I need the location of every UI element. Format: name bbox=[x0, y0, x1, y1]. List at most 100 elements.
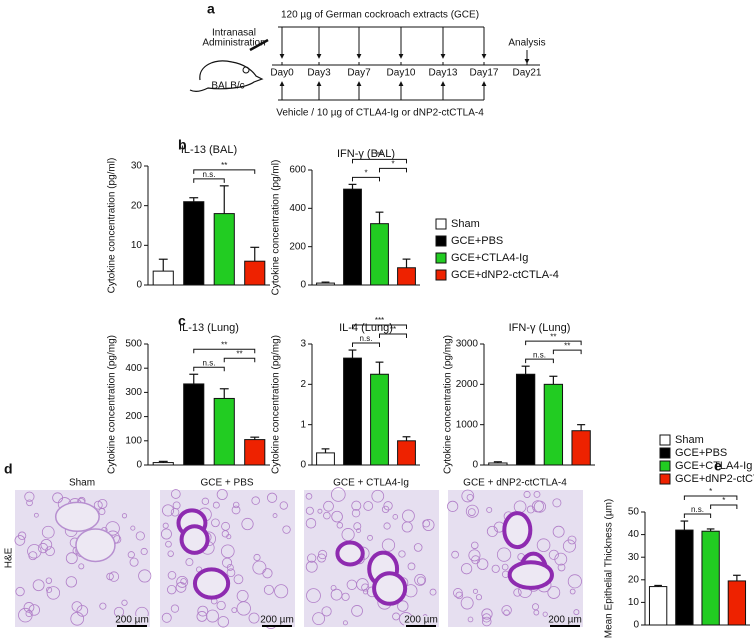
alveolus bbox=[279, 501, 288, 510]
alveolus bbox=[45, 577, 53, 584]
day-label: Day3 bbox=[307, 68, 331, 79]
significance-bracket bbox=[379, 167, 407, 173]
bar bbox=[397, 440, 416, 466]
legend-label: Sham bbox=[451, 218, 480, 230]
alveolus bbox=[523, 490, 531, 498]
image-title: GCE + CTLA4-Ig bbox=[333, 478, 409, 489]
alveolus bbox=[533, 490, 541, 498]
alveolus bbox=[130, 525, 136, 531]
alveolus bbox=[330, 588, 343, 601]
alveolus bbox=[99, 602, 107, 610]
alveolus bbox=[138, 569, 152, 583]
alveolus bbox=[486, 525, 498, 537]
alveolus bbox=[251, 496, 260, 505]
alveolus bbox=[93, 500, 103, 510]
alveolus bbox=[105, 521, 120, 536]
alveolus bbox=[471, 541, 479, 550]
alveolus bbox=[321, 606, 332, 617]
alveolus bbox=[548, 549, 559, 560]
alveolus bbox=[23, 602, 35, 613]
chart-title: IFN-γ (Lung) bbox=[509, 322, 571, 334]
treatment-text: Vehicle / 10 µg of CTLA4-Ig or dNP2-ctCT… bbox=[276, 108, 484, 119]
alveolus bbox=[312, 612, 326, 626]
alveolus bbox=[363, 501, 374, 511]
alveolus bbox=[317, 549, 328, 560]
significance-label: * bbox=[722, 496, 725, 505]
alveolus bbox=[129, 557, 139, 567]
alveolus bbox=[567, 574, 582, 589]
alveolus bbox=[429, 588, 437, 596]
bar bbox=[343, 357, 362, 466]
alveolus bbox=[121, 513, 128, 519]
significance-bracket bbox=[352, 342, 380, 348]
alveolus bbox=[176, 575, 189, 588]
alveolus bbox=[341, 592, 350, 601]
significance-label: * bbox=[709, 487, 712, 496]
alveolus bbox=[70, 611, 85, 626]
legend-label: GCE+dNP2-ctCTLA-4 bbox=[675, 473, 754, 485]
alveolus bbox=[451, 550, 459, 559]
alveolus bbox=[46, 586, 53, 593]
y-tick-label: 200 bbox=[125, 411, 142, 422]
significance-label: ** bbox=[376, 150, 382, 159]
scale-label: 200 µm bbox=[404, 615, 438, 626]
gce-text: 120 µg of German cockroach extracts (GCE… bbox=[281, 10, 479, 21]
image-title: GCE + PBS bbox=[200, 478, 253, 489]
bar bbox=[397, 267, 416, 286]
alveolus bbox=[398, 550, 406, 558]
legend-swatch bbox=[435, 269, 447, 281]
mouse-ear bbox=[242, 66, 250, 74]
alveolus bbox=[231, 505, 241, 515]
bar bbox=[152, 270, 174, 286]
alveolus bbox=[397, 600, 409, 612]
alveolus bbox=[552, 498, 562, 508]
y-tick-label: 40 bbox=[628, 529, 640, 540]
bar bbox=[515, 373, 536, 466]
alveolus bbox=[323, 511, 331, 520]
alveolus bbox=[481, 616, 492, 627]
y-tick-label: 0 bbox=[300, 460, 306, 471]
bar bbox=[571, 430, 591, 466]
alveolus bbox=[233, 574, 244, 585]
significance-label: n.s. bbox=[691, 505, 704, 514]
y-tick-label: 2 bbox=[300, 379, 306, 390]
bar bbox=[343, 188, 362, 286]
alveolus bbox=[307, 553, 317, 563]
significance-bracket bbox=[525, 358, 554, 364]
bar bbox=[183, 383, 205, 466]
airway bbox=[192, 567, 231, 600]
alveolus bbox=[135, 531, 145, 541]
chart-title: IL-13 (BAL) bbox=[181, 144, 237, 156]
alveolus bbox=[170, 489, 181, 499]
alveolus bbox=[468, 549, 481, 562]
day-label: Day13 bbox=[429, 68, 458, 79]
alveolus bbox=[252, 560, 267, 575]
alveolus bbox=[127, 551, 135, 559]
alveolus bbox=[306, 588, 321, 603]
legend-label: GCE+CTLA4-Ig bbox=[451, 252, 528, 264]
significance-label: ** bbox=[236, 349, 242, 358]
panel-label: e bbox=[714, 458, 722, 474]
alveolus bbox=[342, 620, 348, 626]
airway bbox=[372, 571, 408, 606]
alveolus bbox=[272, 513, 278, 518]
y-axis-label: Cytokine concentration (pg/ml) bbox=[271, 160, 282, 296]
alveolus bbox=[28, 551, 38, 561]
stain-label: H&E bbox=[4, 547, 15, 568]
y-tick-label: 600 bbox=[289, 165, 306, 176]
alveolus bbox=[170, 604, 180, 613]
alveolus bbox=[331, 487, 346, 502]
mouse bbox=[189, 60, 264, 92]
y-tick-label: 10 bbox=[131, 240, 143, 251]
y-axis-label: Cytokine concentration (pg/mg) bbox=[107, 335, 118, 474]
alveolus bbox=[52, 492, 64, 504]
day-label: Day7 bbox=[347, 68, 371, 79]
bar bbox=[675, 529, 694, 626]
significance-label: ** bbox=[550, 332, 556, 341]
alveolus bbox=[323, 500, 334, 512]
alveolus bbox=[533, 500, 547, 513]
legend-label: GCE+PBS bbox=[675, 447, 727, 459]
alveolus bbox=[26, 499, 33, 507]
